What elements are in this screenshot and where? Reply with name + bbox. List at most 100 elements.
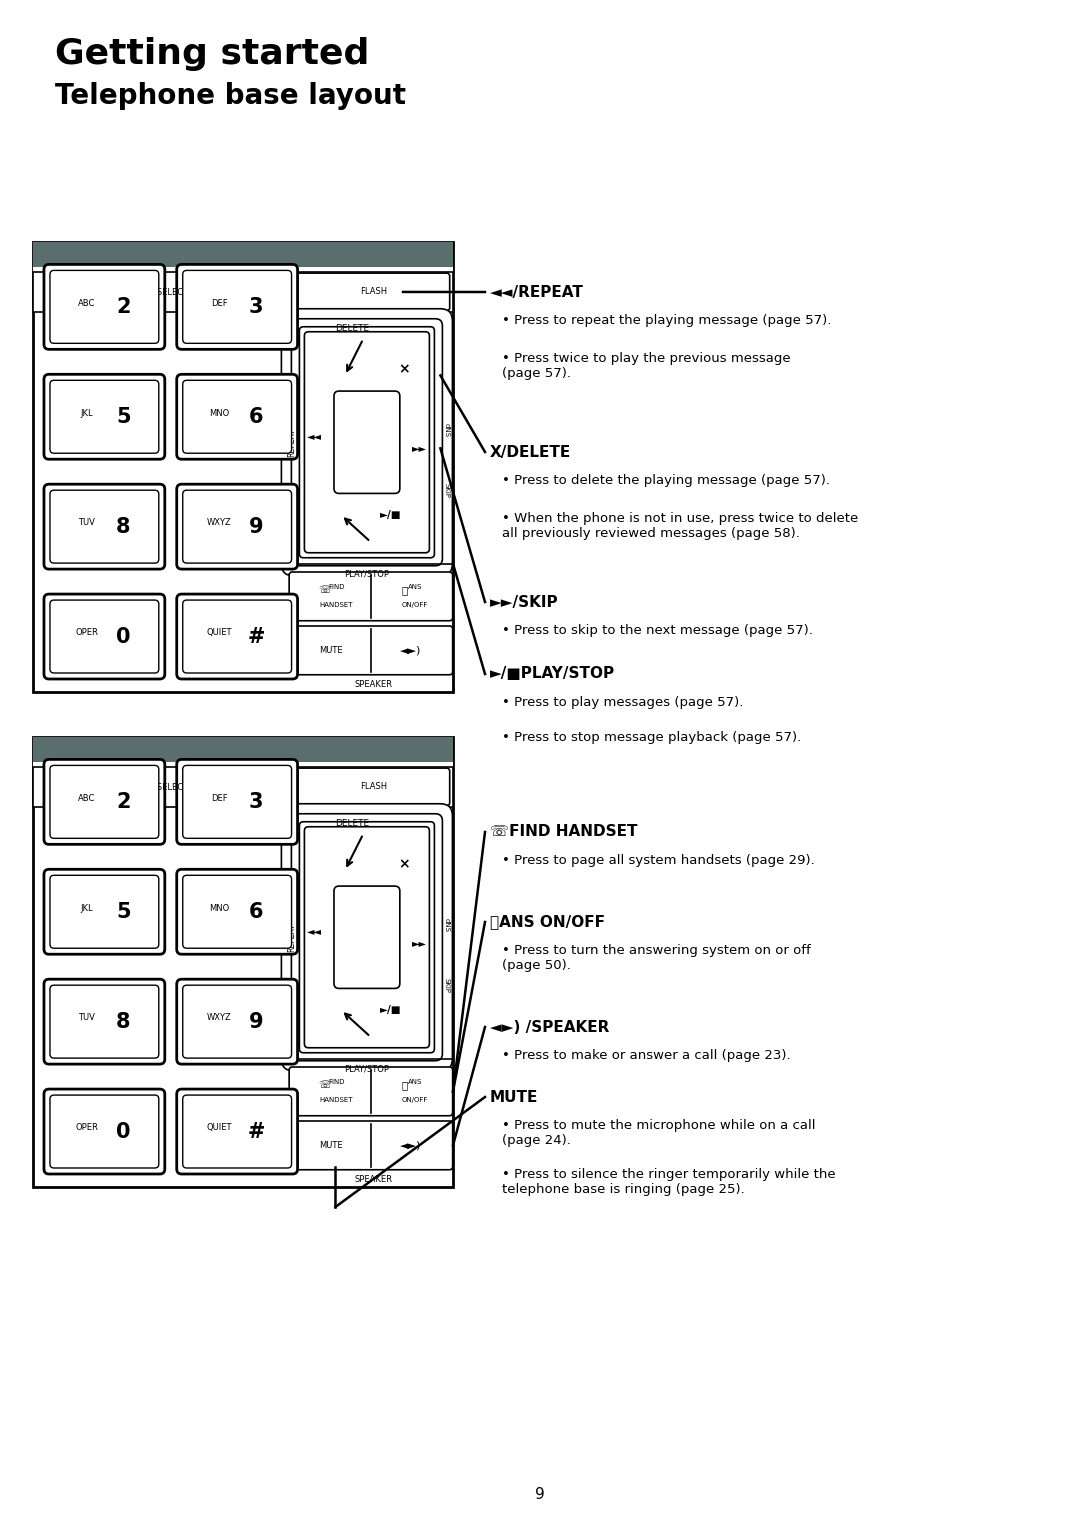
Text: SKIP: SKIP: [444, 979, 449, 993]
Text: 9: 9: [248, 516, 264, 536]
Text: REPEAT: REPEAT: [287, 922, 296, 951]
Text: FIND: FIND: [328, 1079, 345, 1085]
Text: 6: 6: [248, 902, 264, 922]
Text: FLASH: FLASH: [360, 288, 387, 297]
Text: TUV: TUV: [78, 1013, 95, 1022]
Text: • Press to play messages (page 57).: • Press to play messages (page 57).: [502, 696, 743, 709]
Text: OPER: OPER: [76, 1123, 98, 1132]
FancyBboxPatch shape: [177, 594, 298, 679]
FancyBboxPatch shape: [44, 594, 165, 679]
Text: 2: 2: [116, 792, 131, 812]
Text: REPEAT: REPEAT: [287, 427, 296, 457]
Text: FIND: FIND: [328, 584, 345, 590]
Text: #: #: [247, 627, 265, 647]
FancyBboxPatch shape: [183, 875, 292, 948]
Text: 2: 2: [116, 297, 131, 317]
Text: ID: ID: [62, 783, 71, 792]
Text: • Press to silence the ringer temporarily while the
telephone base is ringing (p: • Press to silence the ringer temporaril…: [502, 1167, 836, 1196]
Text: ►►: ►►: [413, 938, 428, 948]
FancyBboxPatch shape: [177, 760, 298, 844]
Text: ⏻ANS ON/OFF: ⏻ANS ON/OFF: [490, 915, 605, 930]
FancyBboxPatch shape: [44, 760, 165, 844]
Text: SPEAKER: SPEAKER: [354, 680, 392, 689]
Text: ▲✆: ▲✆: [249, 286, 266, 297]
Text: • Press to mute the microphone while on a call
(page 24).: • Press to mute the microphone while on …: [502, 1118, 815, 1147]
FancyBboxPatch shape: [334, 885, 400, 988]
Text: 9: 9: [248, 1011, 264, 1031]
FancyBboxPatch shape: [297, 768, 449, 806]
FancyBboxPatch shape: [44, 484, 165, 568]
Text: ◄►): ◄►): [401, 645, 421, 656]
Text: ABC: ABC: [78, 299, 95, 308]
FancyBboxPatch shape: [177, 869, 298, 954]
Text: OPER: OPER: [76, 628, 98, 637]
FancyBboxPatch shape: [292, 813, 443, 1060]
Text: • Press to make or answer a call (page 23).: • Press to make or answer a call (page 2…: [502, 1049, 791, 1062]
Text: SKIP: SKIP: [444, 484, 449, 498]
Text: dNS: dNS: [444, 918, 449, 931]
FancyBboxPatch shape: [292, 319, 443, 565]
Text: MNO: MNO: [210, 904, 230, 913]
Text: • Press to turn the answering system on or off
(page 50).: • Press to turn the answering system on …: [502, 944, 811, 971]
FancyBboxPatch shape: [177, 484, 298, 568]
FancyBboxPatch shape: [50, 985, 159, 1059]
Text: • Press to page all system handsets (page 29).: • Press to page all system handsets (pag…: [502, 853, 814, 867]
FancyBboxPatch shape: [50, 271, 159, 343]
Text: ANS: ANS: [408, 584, 422, 590]
Bar: [33, 768, 453, 807]
FancyBboxPatch shape: [44, 869, 165, 954]
Text: ►/■: ►/■: [380, 1005, 401, 1016]
Text: • Press to stop message playback (page 57).: • Press to stop message playback (page 5…: [502, 731, 801, 745]
FancyBboxPatch shape: [297, 273, 449, 311]
Text: dNS: dNS: [444, 423, 449, 437]
Text: DELETE: DELETE: [335, 323, 369, 332]
FancyBboxPatch shape: [299, 821, 434, 1052]
FancyBboxPatch shape: [44, 979, 165, 1065]
Text: 8: 8: [116, 516, 131, 536]
FancyBboxPatch shape: [299, 326, 434, 558]
FancyBboxPatch shape: [183, 380, 292, 453]
Text: ×: ×: [397, 858, 409, 872]
Text: MUTE: MUTE: [320, 647, 343, 654]
FancyBboxPatch shape: [177, 1089, 298, 1174]
Text: ◄►) /SPEAKER: ◄►) /SPEAKER: [490, 1019, 609, 1034]
Text: ⏻: ⏻: [402, 585, 408, 594]
Text: HANDSET: HANDSET: [320, 1097, 353, 1103]
Text: ⏻: ⏻: [402, 1080, 408, 1089]
FancyBboxPatch shape: [44, 1089, 165, 1174]
Text: • Press to repeat the playing message (page 57).: • Press to repeat the playing message (p…: [502, 314, 832, 326]
Text: • When the phone is not in use, press twice to delete
all previously reviewed me: • When the phone is not in use, press tw…: [502, 512, 859, 539]
Text: ►►/SKIP: ►►/SKIP: [490, 594, 558, 610]
Text: ABC: ABC: [78, 794, 95, 803]
Text: DELETE: DELETE: [335, 820, 369, 827]
Text: • Press to skip to the next message (page 57).: • Press to skip to the next message (pag…: [502, 624, 813, 637]
Text: ×: ×: [397, 363, 409, 377]
Text: ►/■PLAY/STOP: ►/■PLAY/STOP: [490, 666, 616, 682]
FancyBboxPatch shape: [289, 1066, 453, 1115]
Text: DEF: DEF: [211, 299, 228, 308]
Text: MNO: MNO: [210, 409, 230, 418]
Bar: [33, 273, 453, 311]
FancyBboxPatch shape: [305, 827, 430, 1048]
FancyBboxPatch shape: [183, 490, 292, 564]
FancyBboxPatch shape: [50, 875, 159, 948]
Text: ☏: ☏: [319, 1080, 332, 1089]
Text: ◄◄/REPEAT: ◄◄/REPEAT: [490, 285, 584, 299]
Bar: [33, 737, 453, 1187]
Text: 0: 0: [116, 1121, 131, 1141]
Bar: [33, 761, 453, 768]
FancyBboxPatch shape: [44, 265, 165, 349]
Text: ANS: ANS: [408, 1079, 422, 1085]
FancyBboxPatch shape: [177, 979, 298, 1065]
Text: ID: ID: [62, 288, 71, 297]
Text: HANDSET: HANDSET: [320, 602, 353, 608]
Text: ◄►): ◄►): [401, 1140, 421, 1151]
FancyBboxPatch shape: [44, 374, 165, 460]
FancyBboxPatch shape: [289, 1121, 453, 1170]
Text: ►►: ►►: [413, 443, 428, 453]
FancyBboxPatch shape: [183, 271, 292, 343]
Text: FLASH: FLASH: [360, 783, 387, 792]
Text: 9: 9: [535, 1488, 545, 1501]
Text: 3: 3: [248, 297, 264, 317]
Text: 8: 8: [116, 1011, 131, 1031]
